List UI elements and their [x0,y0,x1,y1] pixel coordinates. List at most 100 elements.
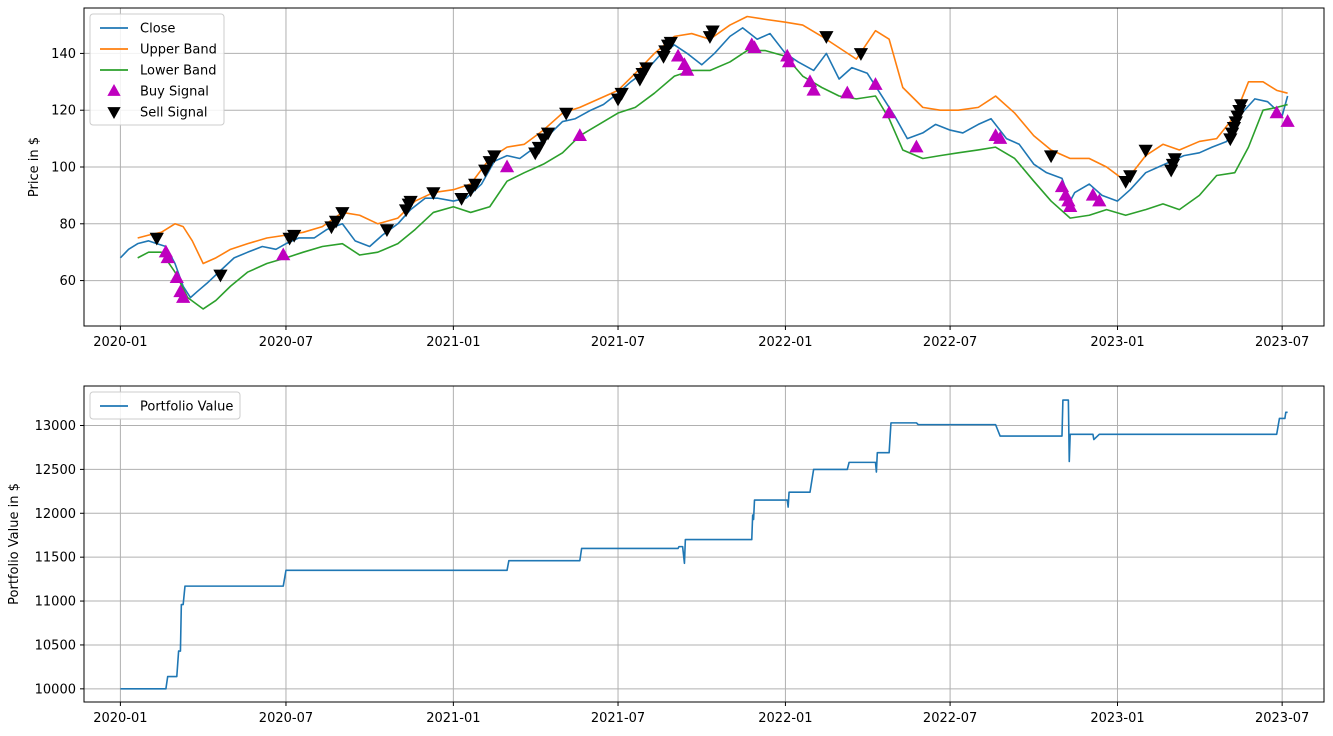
buy-signal-marker [806,82,821,96]
legend-handle-buy-signal [107,84,121,96]
buy-signal-marker [868,77,883,90]
buy-signal-marker [1280,114,1295,127]
y-tick-label: 10500 [35,638,76,653]
buy-signal-marker [882,105,897,119]
x-tick-label: 2022-07 [923,335,977,350]
y-tick-label: 140 [51,47,76,62]
legend-handle-sell-signal [107,107,121,119]
y-tick-label: 13000 [35,419,76,434]
x-tick-label: 2023-07 [1255,335,1309,350]
buy-signal-marker [840,85,855,99]
price-chart-legend: Close Upper Band Lower Band Buy Signal Sell … [89,13,225,126]
price-chart-y-axis-label: Price in $ [27,137,42,197]
y-tick-label: 80 [59,217,76,232]
sell-signal-marker [454,192,469,206]
sell-signal-marker [328,215,344,229]
buy-signal-marker [176,290,191,303]
sell-signal-marker [487,150,502,164]
y-tick-label: 11500 [35,551,76,566]
y-tick-label: 12500 [35,463,76,478]
legend-box [89,391,241,420]
x-tick-label: 2023-07 [1255,711,1309,726]
buy-signal-marker [276,247,291,261]
sell-signal-marker [559,107,574,121]
y-tick-label: 11000 [35,595,76,610]
legend-label-lower-band: Lower Band [140,64,216,79]
sell-signal-marker [663,36,678,50]
y-tick-label: 100 [51,161,76,176]
buy-signal-marker [1063,199,1078,212]
sell-signal-marker [478,164,493,178]
legend-box [89,13,225,126]
y-tick-label: 60 [59,274,76,289]
buy-signal-marker [1269,105,1284,119]
sell-signal-marker [1043,150,1059,164]
y-tick-label: 10000 [35,682,76,697]
legend-label-sell-signal: Sell Signal [140,106,208,121]
buy-signal-marker [909,139,924,153]
sell-signal-marker [1167,153,1182,166]
series-line-close [119,27,1289,299]
price-chart-grid [84,8,1324,326]
x-tick-label: 2022-01 [758,335,812,350]
buy-signal-marker [1085,187,1101,201]
price-chart: 2020-01 2020-07 2021-01 2021-07 2022-01 2022-… [27,7,1325,350]
x-tick-label: 2020-01 [93,711,147,726]
x-tick-label: 2020-07 [259,335,313,350]
legend-label-close: Close [140,22,175,37]
x-tick-label: 2023-01 [1090,711,1144,726]
buy-signal-marker [169,270,184,283]
legend-label-upper-band: Upper Band [140,43,217,58]
x-tick-label: 2020-07 [259,711,313,726]
portfolio-chart-ticks: 2020-01 2020-07 2021-01 2021-07 2022-01 2022-… [35,419,1310,726]
legend-label-buy-signal: Buy Signal [140,85,209,100]
portfolio-chart-grid [84,386,1324,702]
sell-signal-marker [1123,170,1138,184]
y-tick-label: 120 [51,104,76,119]
buy-signal-marker [572,128,587,142]
portfolio-chart-y-axis-label: Portfolio Value in $ [7,483,22,605]
portfolio-chart-series [120,399,1288,690]
sell-signal-marker [287,229,302,243]
price-chart-markers [149,25,1295,303]
x-tick-label: 2021-01 [426,335,480,350]
buy-signal-marker [670,48,686,62]
sell-signal-marker [705,25,720,39]
sell-signal-marker [540,127,556,141]
x-tick-label: 2020-01 [93,335,147,350]
sell-signal-marker [853,48,869,61]
buy-signal-marker [993,131,1008,144]
sell-signal-marker [614,87,629,101]
buy-signal-marker [499,159,515,173]
sell-signal-marker [468,178,483,192]
buy-signal-marker [781,54,797,68]
sell-signal-marker [335,207,350,220]
sell-signal-marker [1234,99,1249,113]
sell-signal-marker [1138,144,1153,158]
x-tick-label: 2022-07 [923,711,977,726]
sell-signal-marker [149,232,164,246]
portfolio-chart-frame [83,385,1325,703]
buy-signal-marker [1092,193,1107,207]
x-tick-label: 2022-01 [758,711,812,726]
x-tick-label: 2021-07 [591,335,645,350]
legend-label-portfolio-value: Portfolio Value [140,400,233,415]
y-tick-label: 12000 [35,507,76,522]
sell-signal-marker [426,187,441,201]
x-tick-label: 2023-01 [1090,335,1144,350]
x-tick-label: 2021-01 [426,711,480,726]
buy-signal-marker [680,62,695,76]
series-line-portfolio-value [120,399,1288,690]
sell-signal-marker [379,224,395,237]
sell-signal-marker [531,141,547,155]
sell-signal-marker [213,269,228,283]
sell-signal-marker [819,31,834,44]
sell-signal-marker [639,62,654,76]
portfolio-chart-legend: Portfolio Value [89,391,241,420]
buy-signal-marker [160,250,175,264]
buy-signal-marker [747,40,762,53]
series-line-lower-band [137,49,1288,310]
price-chart-ticks: 2020-01 2020-07 2021-01 2021-07 2022-01 2022-… [51,47,1309,350]
portfolio-chart: 2020-01 2020-07 2021-01 2021-07 2022-01 2022-… [7,385,1325,726]
